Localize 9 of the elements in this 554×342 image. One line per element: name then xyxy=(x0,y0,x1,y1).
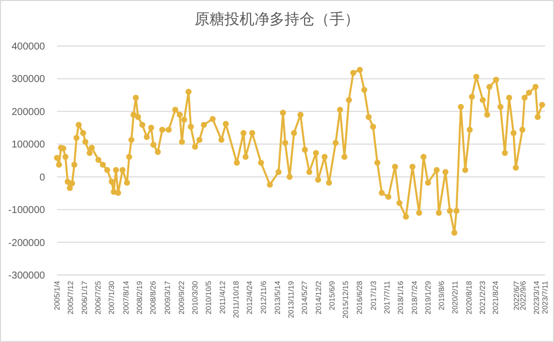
y-tick-label: 300000 xyxy=(12,74,46,86)
y-tick-label: -300000 xyxy=(8,270,46,282)
y-tick-label: 100000 xyxy=(12,140,46,151)
y-tick-label: -100000 xyxy=(8,205,46,216)
y-tick-label: 0 xyxy=(39,172,46,184)
y-tick-label: 400000 xyxy=(12,42,46,52)
y-tick-label: -200000 xyxy=(8,238,46,249)
chart-title: 原糖投机净多持仓（手） xyxy=(194,11,360,28)
y-tick-label: 200000 xyxy=(12,106,46,118)
